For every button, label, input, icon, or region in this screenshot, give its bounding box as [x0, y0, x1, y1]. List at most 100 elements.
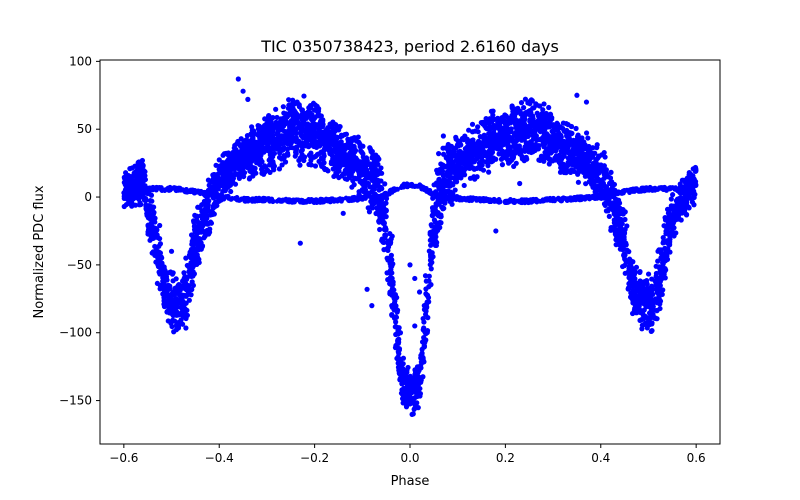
data-point	[646, 317, 652, 324]
data-point	[270, 159, 276, 165]
data-point	[602, 183, 608, 189]
data-point	[678, 206, 684, 213]
data-point	[278, 148, 284, 154]
data-point	[314, 113, 321, 119]
data-point	[301, 157, 307, 164]
data-point	[521, 105, 527, 111]
data-point	[315, 108, 322, 114]
data-point	[641, 293, 647, 300]
data-point	[449, 165, 455, 171]
data-point	[606, 206, 612, 212]
data-point	[471, 174, 477, 180]
data-point	[350, 168, 356, 174]
data-point	[527, 124, 533, 130]
data-point	[591, 160, 597, 166]
data-point	[249, 196, 255, 202]
data-point	[377, 209, 384, 215]
data-point	[420, 327, 426, 333]
data-point	[560, 120, 567, 126]
data-point	[587, 146, 593, 152]
data-point	[670, 192, 676, 198]
data-point	[541, 119, 547, 125]
data-point	[568, 169, 574, 175]
data-point	[498, 140, 504, 146]
data-point	[335, 159, 341, 165]
data-point	[139, 193, 145, 200]
data-point	[620, 211, 626, 217]
data-point	[395, 364, 402, 370]
data-point	[270, 114, 276, 121]
data-point	[396, 339, 402, 345]
data-point	[547, 143, 553, 149]
data-point	[205, 205, 211, 212]
data-point	[441, 188, 448, 194]
data-point	[405, 394, 411, 400]
data-point	[653, 263, 659, 269]
data-point	[441, 205, 447, 211]
data-point	[595, 183, 601, 190]
data-point	[243, 158, 249, 164]
data-point	[428, 253, 434, 259]
data-point	[528, 199, 534, 205]
data-point	[183, 315, 189, 322]
data-point	[137, 188, 143, 194]
data-point	[455, 151, 462, 157]
data-point	[357, 162, 364, 168]
data-point	[149, 232, 155, 238]
data-point	[570, 137, 577, 143]
data-point	[398, 390, 405, 396]
data-point	[534, 102, 540, 108]
data-point	[291, 145, 297, 151]
data-point	[578, 140, 584, 146]
data-point	[558, 148, 564, 154]
data-point	[285, 198, 290, 204]
data-point	[359, 187, 365, 193]
data-point	[657, 283, 663, 289]
data-point	[420, 316, 426, 322]
data-point	[279, 162, 285, 168]
data-point	[325, 125, 331, 131]
data-point	[294, 99, 300, 105]
data-point	[377, 226, 383, 233]
data-point	[330, 119, 336, 125]
data-point	[259, 159, 265, 165]
data-point	[156, 269, 162, 275]
data-point	[440, 151, 447, 157]
data-point	[514, 143, 520, 149]
data-point	[545, 135, 551, 141]
data-point	[500, 130, 507, 136]
data-point	[628, 278, 634, 284]
data-point	[343, 170, 349, 176]
data-point	[646, 304, 653, 310]
data-point	[639, 326, 645, 332]
data-point	[184, 307, 190, 313]
data-point	[393, 314, 399, 320]
data-point	[150, 217, 156, 223]
data-point	[394, 309, 400, 315]
data-point	[575, 164, 581, 171]
data-point	[483, 150, 490, 156]
data-point	[241, 173, 247, 180]
data-point	[522, 96, 529, 102]
data-point	[524, 141, 530, 147]
data-point	[348, 164, 354, 170]
data-point	[210, 184, 216, 190]
data-point	[629, 291, 635, 297]
data-point	[274, 114, 280, 121]
data-point	[413, 183, 419, 189]
data-point	[541, 101, 547, 107]
data-point	[388, 252, 394, 258]
data-point	[649, 328, 655, 334]
data-point	[666, 240, 673, 246]
data-point	[475, 124, 481, 130]
data-point	[595, 176, 601, 182]
data-point	[684, 200, 690, 207]
data-point	[175, 300, 182, 306]
data-point	[552, 135, 558, 141]
data-point	[251, 131, 257, 137]
data-point	[286, 97, 292, 103]
data-point	[121, 193, 127, 199]
data-point	[384, 270, 390, 276]
data-point	[221, 184, 227, 190]
data-point	[163, 293, 169, 299]
